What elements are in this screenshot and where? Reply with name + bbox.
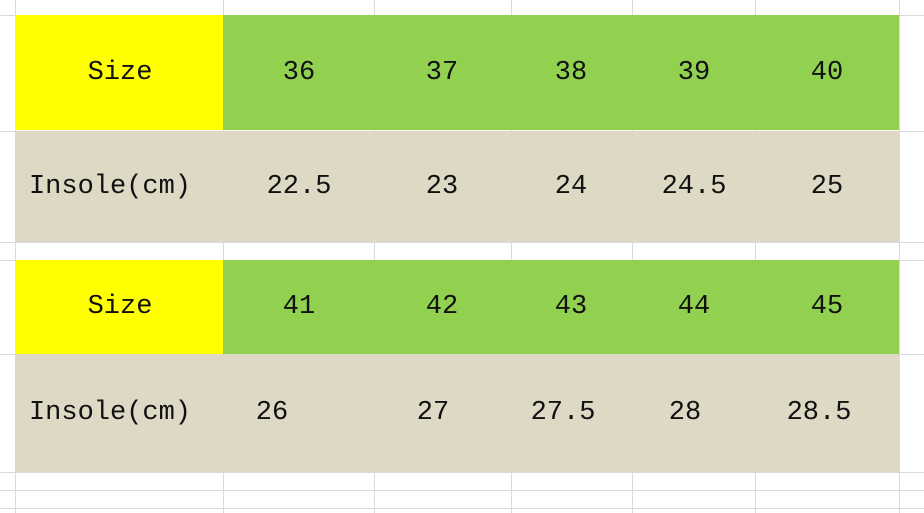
column-gridline bbox=[223, 0, 224, 513]
size-value: 38 bbox=[554, 57, 588, 88]
insole-value: 25 bbox=[810, 171, 844, 202]
row-gridline bbox=[0, 490, 924, 491]
insole-row[interactable]: Insole(cm) 22.5 23 24 24.5 25 bbox=[0, 131, 924, 242]
insole-label: Insole(cm) bbox=[28, 171, 192, 202]
insole-cells bbox=[15, 131, 899, 242]
size-label: Size bbox=[87, 57, 153, 88]
size-label-cell[interactable] bbox=[15, 15, 223, 130]
size-value: 42 bbox=[425, 292, 459, 322]
size-value: 39 bbox=[677, 57, 711, 88]
row-gridline bbox=[0, 508, 924, 509]
insole-label: Insole(cm) bbox=[28, 398, 192, 428]
insole-value: 22.5 bbox=[266, 171, 332, 202]
size-label-cell[interactable] bbox=[15, 260, 223, 354]
size-value: 45 bbox=[810, 292, 844, 322]
insole-value: 26 bbox=[255, 398, 289, 428]
insole-value: 24.5 bbox=[661, 171, 727, 202]
column-gridline bbox=[15, 0, 16, 513]
column-gridline bbox=[755, 0, 756, 513]
size-value: 40 bbox=[810, 57, 844, 88]
insole-value: 23 bbox=[425, 171, 459, 202]
insole-value: 27 bbox=[416, 398, 450, 428]
row-gridline bbox=[0, 242, 924, 243]
column-gridline bbox=[511, 0, 512, 513]
insole-value: 28.5 bbox=[786, 398, 852, 428]
insole-row[interactable]: Insole(cm) 26 27 27.5 28 28.5 bbox=[0, 354, 924, 472]
insole-value: 27.5 bbox=[530, 398, 596, 428]
insole-value: 24 bbox=[554, 171, 588, 202]
size-value: 37 bbox=[425, 57, 459, 88]
size-values-cells[interactable] bbox=[223, 15, 899, 130]
column-gridline bbox=[632, 0, 633, 513]
column-gridline bbox=[374, 0, 375, 513]
insole-value: 28 bbox=[668, 398, 702, 428]
size-value: 43 bbox=[554, 292, 588, 322]
size-value: 36 bbox=[282, 57, 316, 88]
size-value: 41 bbox=[282, 292, 316, 322]
row-gridline bbox=[0, 472, 924, 473]
insole-cells bbox=[15, 354, 899, 472]
size-label: Size bbox=[87, 292, 153, 322]
size-row: Size 41 42 43 44 45 bbox=[0, 260, 924, 354]
size-row: Size 36 37 38 39 40 bbox=[0, 15, 924, 130]
column-gridline bbox=[899, 0, 900, 513]
size-values-cells[interactable] bbox=[223, 260, 899, 354]
size-value: 44 bbox=[677, 292, 711, 322]
